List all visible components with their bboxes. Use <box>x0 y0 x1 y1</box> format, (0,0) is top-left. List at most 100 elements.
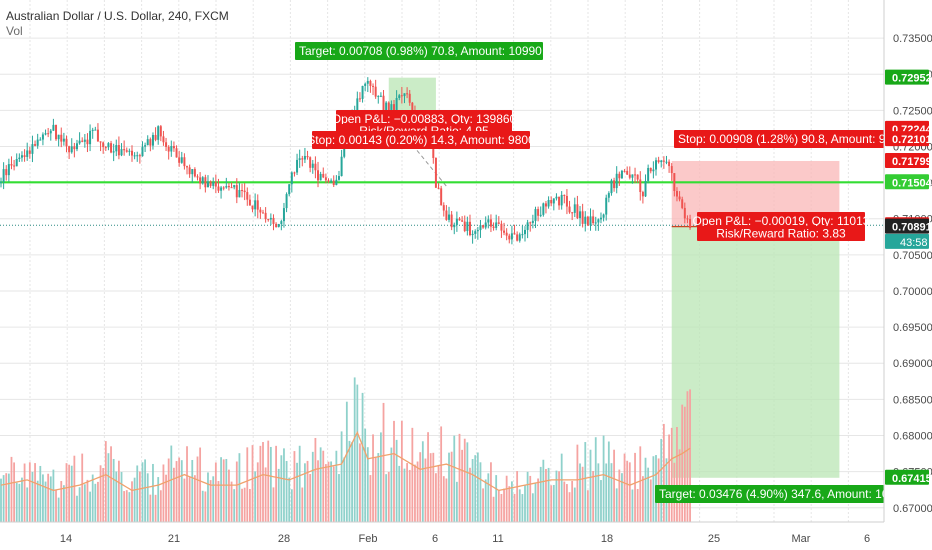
short-rr-label: Risk/Reward Ratio: 3.83 <box>697 226 865 241</box>
x-tick-label: 21 <box>168 533 180 545</box>
candle-body <box>366 80 369 84</box>
volume-bar <box>560 453 563 522</box>
candle-body <box>641 192 644 197</box>
volume-bar <box>115 471 118 522</box>
volume-bar <box>421 441 424 522</box>
volume-bar <box>636 488 639 522</box>
volume-bar <box>353 377 356 522</box>
volume-bar <box>317 460 319 522</box>
volume-bar <box>576 444 579 522</box>
volume-bar <box>516 471 519 522</box>
volume-bar <box>319 447 322 522</box>
candle-body <box>445 210 448 220</box>
volume-bar <box>537 478 539 522</box>
short-rr-label-text: Risk/Reward Ratio: 3.83 <box>716 227 846 241</box>
volume-bar <box>55 490 57 522</box>
volume-bar <box>573 487 576 522</box>
candle-body <box>542 203 545 215</box>
candle-body <box>57 134 60 140</box>
x-tick-label: 25 <box>708 533 720 545</box>
candle-body <box>288 184 291 195</box>
candle-body <box>246 192 249 200</box>
volume-bar <box>613 449 615 522</box>
volume-bar <box>398 465 401 522</box>
candle-body <box>2 169 5 183</box>
volume-bar <box>256 462 259 522</box>
candle-body <box>322 173 325 178</box>
volume-bar <box>579 463 581 522</box>
candlesticks <box>0 77 692 245</box>
candle-body <box>644 180 647 197</box>
candle-body <box>238 190 241 198</box>
candle-body <box>521 234 524 236</box>
candle-body <box>571 212 574 214</box>
y-tick-label: 0.69000 <box>893 358 932 370</box>
volume-bar <box>149 494 152 522</box>
candle-body <box>526 222 529 230</box>
volume-bar <box>94 483 97 522</box>
candle-body <box>670 166 673 174</box>
volume-bar <box>201 490 204 522</box>
volume-bar <box>267 440 270 522</box>
candle-body <box>468 221 471 236</box>
volume-bar <box>120 472 123 522</box>
volume-bar <box>86 479 89 522</box>
candle-body <box>206 181 209 188</box>
candle-body <box>262 212 264 214</box>
volume-bar <box>235 461 238 522</box>
volume-bar <box>306 460 309 522</box>
candle-body <box>358 98 361 100</box>
long-stop-label-text: Stop: 0.00143 (0.20%) 14.3, Amount: 9800 <box>307 133 535 147</box>
candle-body <box>120 149 123 156</box>
volume-bar <box>144 459 146 522</box>
volume-bar <box>414 464 416 522</box>
x-tick-label: 28 <box>278 533 290 545</box>
volume-bar <box>76 495 78 522</box>
time-axis: 14 21 28 Feb 6 11 18 25 Mar 6 <box>0 521 932 550</box>
candle-body <box>374 86 377 97</box>
volume-bar <box>222 459 225 522</box>
volume-bar <box>225 458 228 522</box>
volume-bar <box>668 434 670 522</box>
volume-bar <box>138 471 141 522</box>
volume-bar <box>343 457 346 522</box>
candle-body <box>487 219 490 223</box>
volume-bar <box>642 476 644 522</box>
volume-bar <box>110 446 112 522</box>
volume-bar <box>5 473 8 522</box>
price-label-bg <box>885 174 929 190</box>
candle-body <box>290 172 293 185</box>
volume-bar <box>304 463 306 522</box>
y-tick-label: 0.73500 <box>893 33 932 45</box>
candle-body <box>214 182 217 187</box>
volume-bar <box>437 465 440 522</box>
candle-body <box>251 205 254 210</box>
volume-bar <box>68 464 71 522</box>
candle-body <box>28 150 31 154</box>
volume-bar <box>406 463 408 522</box>
candle-body <box>10 164 13 166</box>
volume-bar <box>390 447 393 522</box>
x-tick-label: 6 <box>432 533 438 545</box>
candle-body <box>254 200 257 210</box>
volume-bar <box>450 451 453 522</box>
volume-bar <box>393 420 395 522</box>
volume-bar <box>628 462 631 522</box>
short-pnl-label-text: Open P&L: −0.00019, Qty: 11013 <box>693 214 870 228</box>
candle-body <box>563 194 566 196</box>
volume-bar <box>49 476 52 522</box>
volume-bar <box>170 445 173 522</box>
candle-body <box>479 225 482 231</box>
candle-body <box>115 145 118 152</box>
candle-body <box>86 139 89 145</box>
volume-bar <box>644 457 647 522</box>
volume-bar <box>23 463 26 522</box>
price-axis: 0.670000.675000.680000.685000.690000.695… <box>883 0 932 550</box>
volume-bar <box>400 420 403 522</box>
volume-bar <box>681 404 684 522</box>
candle-body <box>267 219 270 221</box>
volume-bar <box>39 465 42 522</box>
candle-body <box>186 166 189 168</box>
